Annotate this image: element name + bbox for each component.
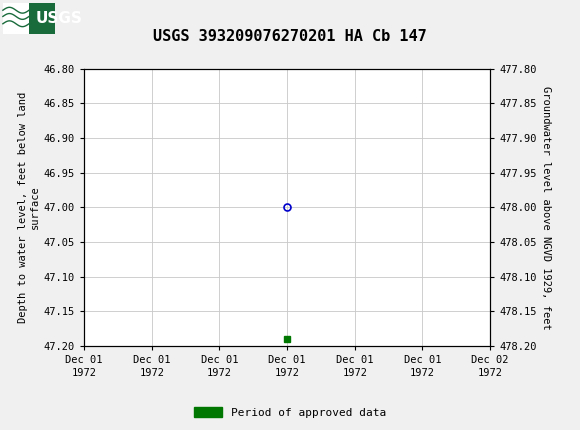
Text: USGS: USGS [36, 11, 83, 26]
Legend: Period of approved data: Period of approved data [190, 403, 390, 422]
Bar [3, 3, 55, 34]
Y-axis label: Depth to water level, feet below land
surface: Depth to water level, feet below land su… [18, 92, 39, 323]
Text: USGS 393209076270201 HA Cb 147: USGS 393209076270201 HA Cb 147 [153, 29, 427, 44]
Y-axis label: Groundwater level above NGVD 1929, feet: Groundwater level above NGVD 1929, feet [541, 86, 551, 329]
Bar [29, 3, 55, 34]
